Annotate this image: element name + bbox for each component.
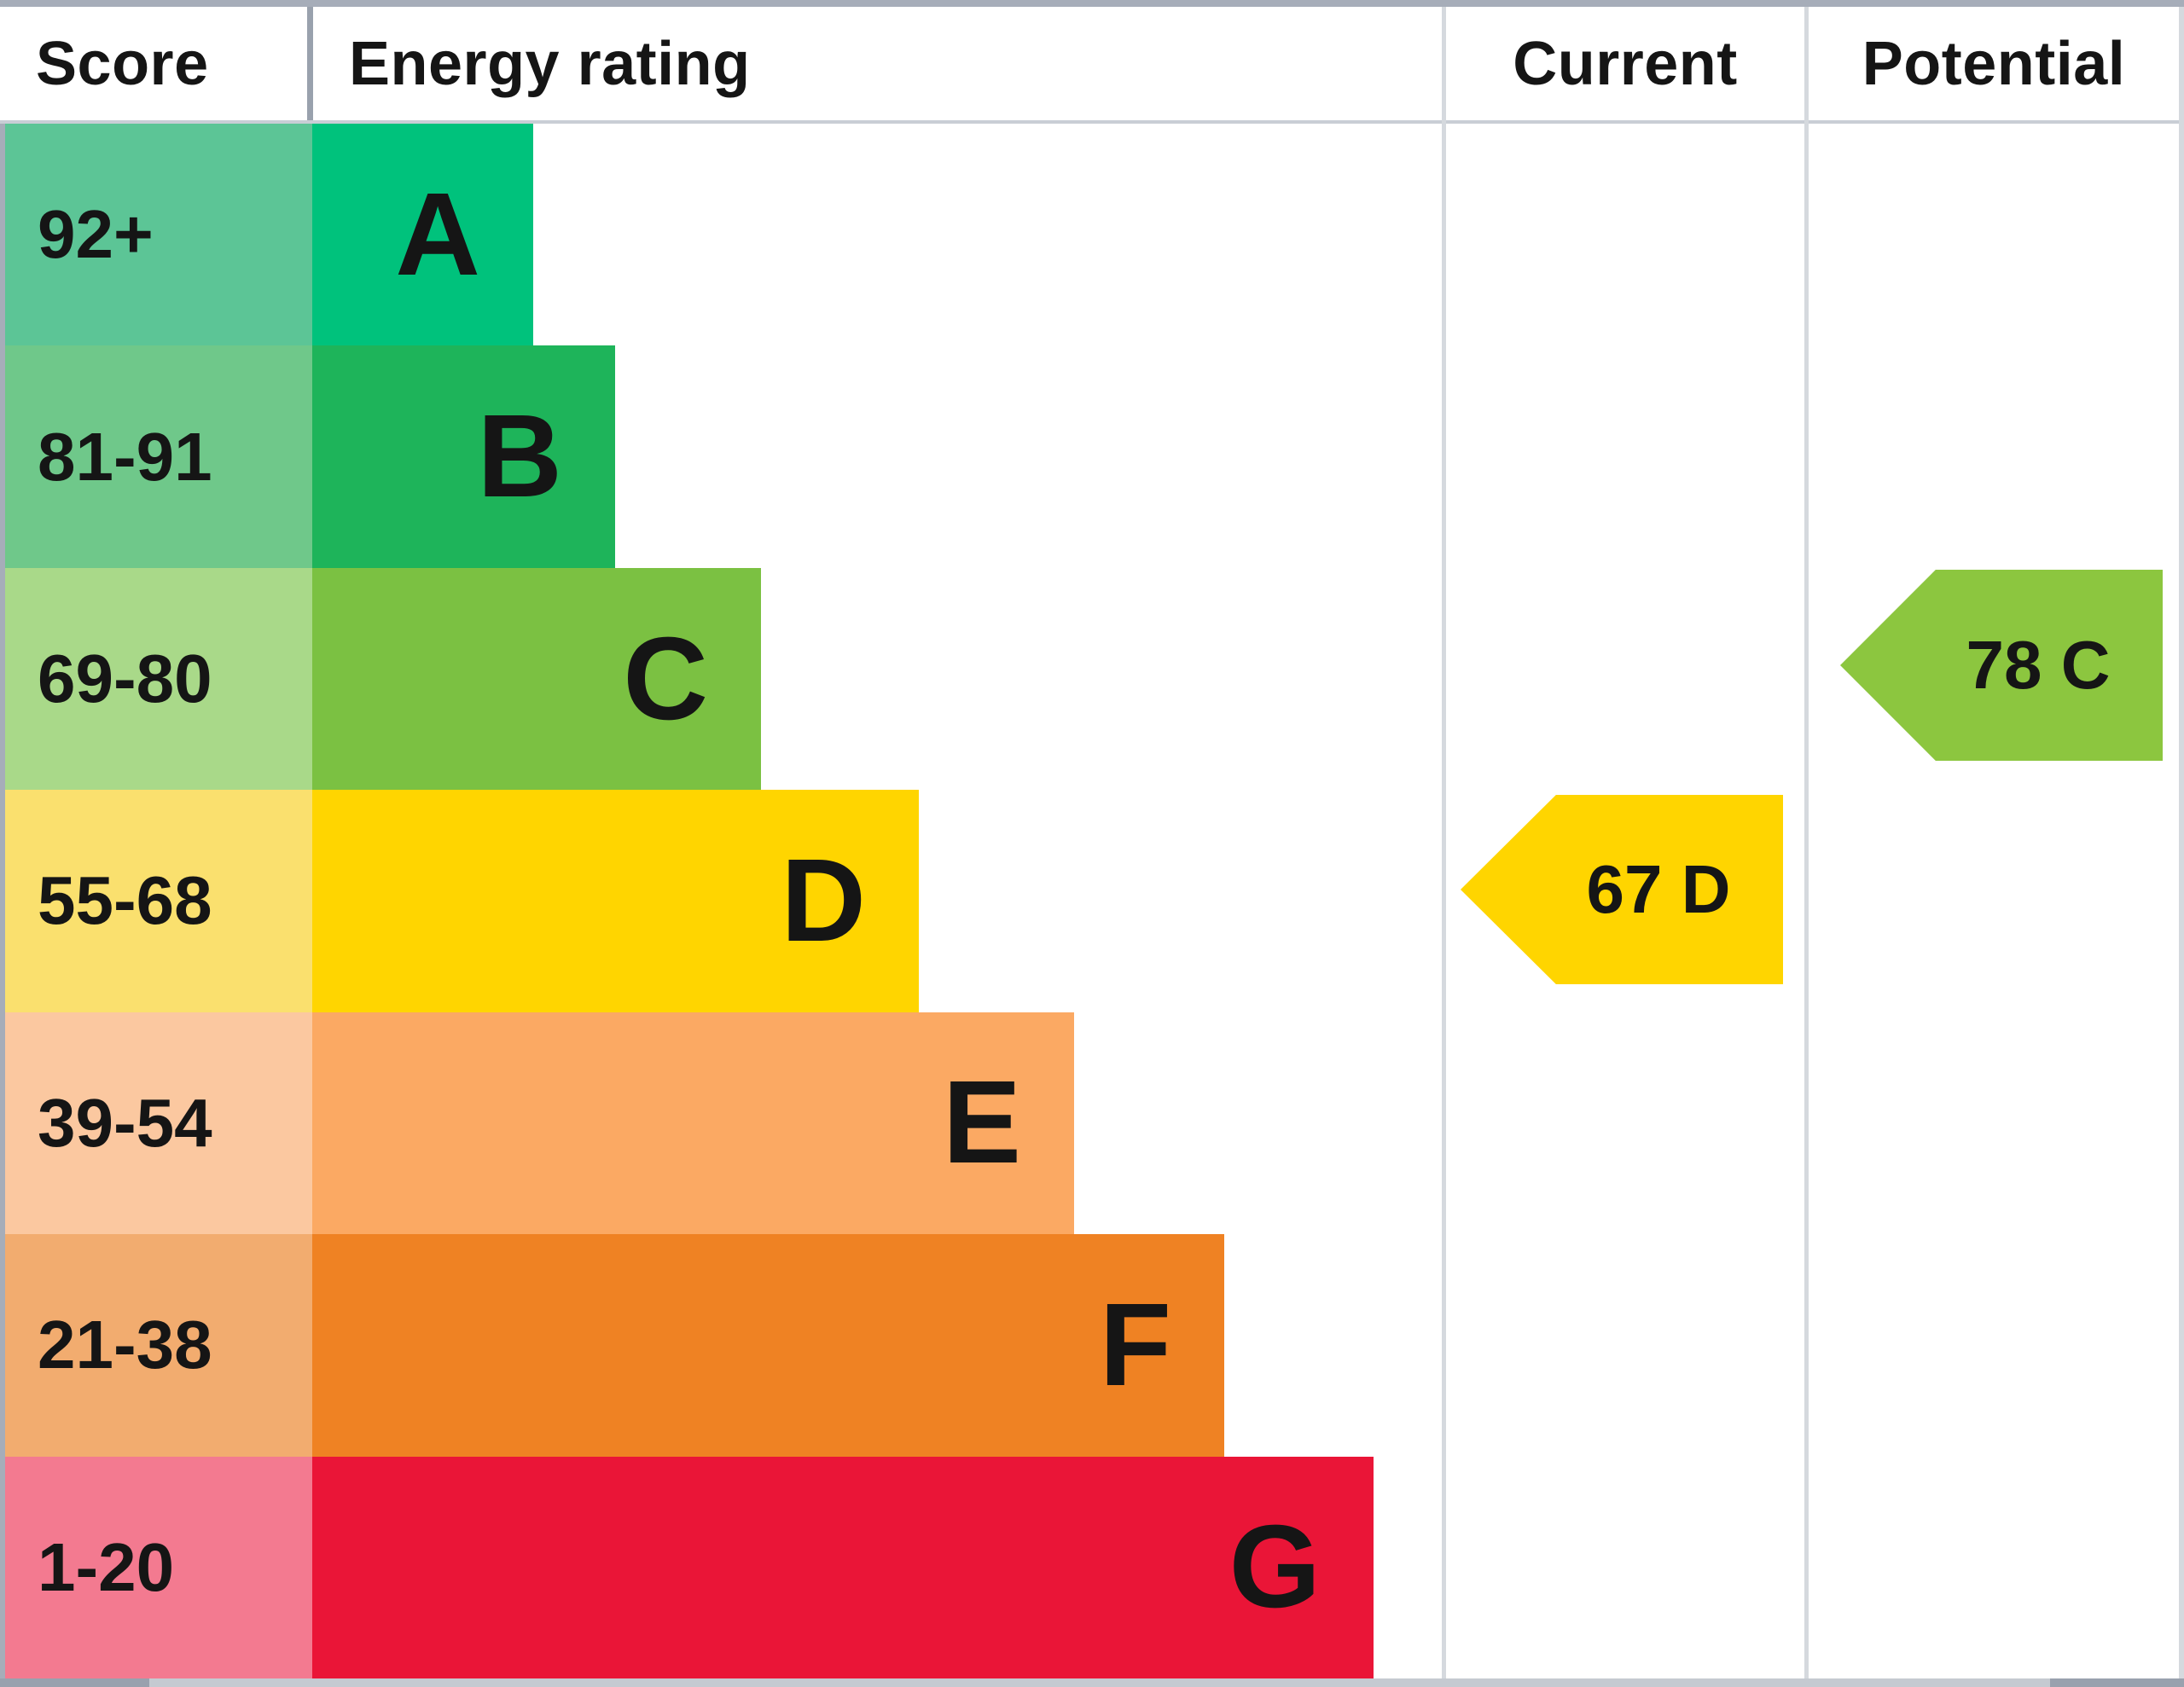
- score-range-c: 69-80: [38, 641, 212, 717]
- score-cell-f: 21-38: [0, 1234, 312, 1457]
- score-range-b: 81-91: [38, 418, 212, 495]
- rating-bar-d: D: [312, 790, 919, 1012]
- header-column-divider: [307, 7, 313, 120]
- rating-letter-c: C: [623, 612, 708, 745]
- bottom-border-left-segment: [0, 1678, 149, 1687]
- potential-rating-label: 78 C: [1966, 627, 2111, 703]
- band-row-c: 69-80 C: [0, 567, 2184, 791]
- score-range-a: 92+: [38, 196, 154, 273]
- bottom-border-track: [0, 1678, 2184, 1687]
- band-row-f: 21-38 F: [0, 1234, 2184, 1457]
- table-top-border: [0, 0, 2184, 7]
- column-header-current: Current: [1446, 7, 1804, 120]
- column-header-energy-rating-label: Energy rating: [349, 29, 751, 98]
- rating-letter-d: D: [781, 834, 866, 966]
- score-cell-e: 39-54: [0, 1012, 312, 1235]
- score-range-e: 39-54: [38, 1084, 212, 1161]
- rating-bar-g: G: [312, 1456, 1374, 1678]
- rating-letter-g: G: [1228, 1501, 1321, 1633]
- column-header-score-label: Score: [36, 29, 209, 98]
- band-row-d: 55-68 D: [0, 790, 2184, 1012]
- current-rating-label: 67 D: [1586, 851, 1731, 927]
- rating-letter-e: E: [942, 1057, 1021, 1189]
- rating-bar-b: B: [312, 345, 615, 568]
- score-cell-d: 55-68: [0, 790, 312, 1012]
- rating-bar-a: A: [312, 124, 533, 346]
- divider-current-potential: [1804, 7, 1809, 1678]
- rating-letter-a: A: [395, 168, 480, 300]
- rating-letter-f: F: [1099, 1278, 1171, 1411]
- rating-bands: 92+ A 81-91 B 69-80 C 55-68: [0, 124, 2184, 1678]
- header-bottom-border: [0, 120, 2184, 124]
- rating-bar-c: C: [312, 567, 761, 791]
- column-header-potential: Potential: [1809, 7, 2179, 120]
- divider-rating-current: [1442, 7, 1446, 1678]
- score-cell-b: 81-91: [0, 345, 312, 568]
- table-left-border: [0, 124, 5, 1678]
- table-right-border: [2179, 7, 2184, 1678]
- band-row-a: 92+ A: [0, 124, 2184, 346]
- score-range-f: 21-38: [38, 1307, 212, 1383]
- score-cell-c: 69-80: [0, 567, 312, 791]
- score-range-g: 1-20: [38, 1528, 175, 1605]
- rating-bar-f: F: [312, 1234, 1224, 1457]
- rating-letter-b: B: [477, 391, 562, 523]
- column-header-energy-rating: Energy rating: [313, 7, 1442, 120]
- potential-rating-arrow: 78 C: [1840, 570, 2163, 761]
- column-header-potential-label: Potential: [1862, 29, 2126, 98]
- column-header-score: Score: [0, 7, 307, 120]
- band-row-b: 81-91 B: [0, 345, 2184, 568]
- score-cell-a: 92+: [0, 124, 312, 346]
- column-header-current-label: Current: [1513, 29, 1738, 98]
- score-range-d: 55-68: [38, 862, 212, 939]
- rating-bar-e: E: [312, 1012, 1074, 1235]
- band-row-g: 1-20 G: [0, 1456, 2184, 1678]
- band-row-e: 39-54 E: [0, 1012, 2184, 1235]
- score-cell-g: 1-20: [0, 1456, 312, 1678]
- bottom-border-right-segment: [2050, 1678, 2184, 1687]
